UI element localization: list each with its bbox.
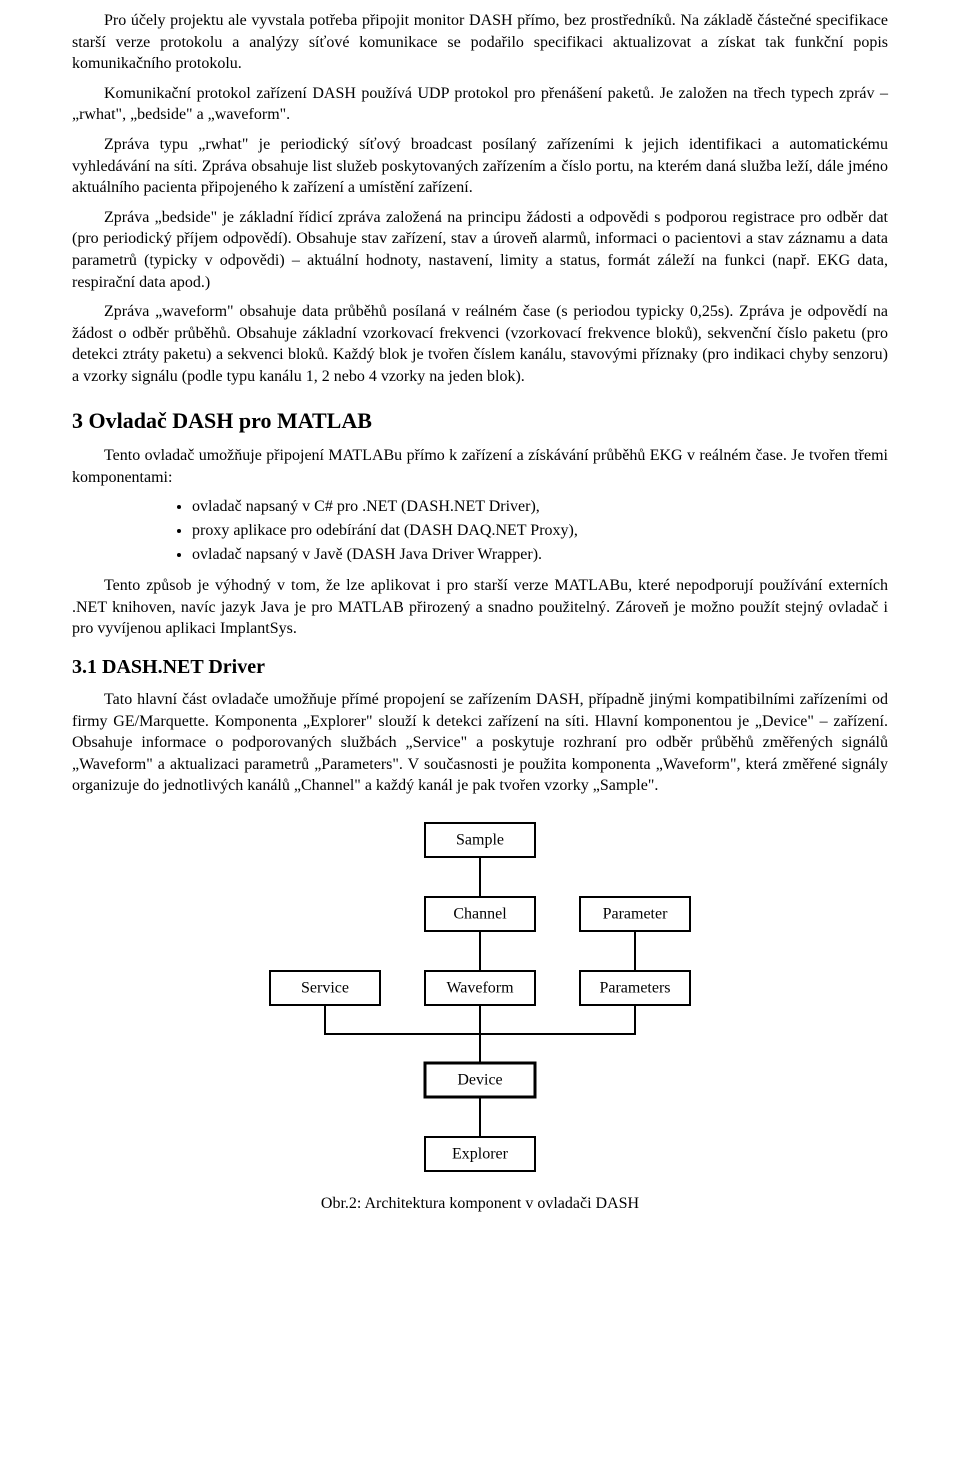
section-heading-3-1: 3.1 DASH.NET Driver	[72, 654, 888, 681]
diagram-node-parameter: Parameter	[580, 897, 690, 931]
svg-text:Explorer: Explorer	[452, 1146, 509, 1163]
diagram-edge	[480, 1005, 635, 1063]
svg-text:Parameters: Parameters	[599, 980, 670, 997]
paragraph: Tento způsob je výhodný v tom, že lze ap…	[72, 575, 888, 640]
paragraph: Komunikační protokol zařízení DASH použí…	[72, 83, 888, 126]
diagram-node-sample: Sample	[425, 823, 535, 857]
svg-text:Service: Service	[301, 980, 349, 997]
paragraph: Zpráva „bedside" je základní řídicí zprá…	[72, 207, 888, 293]
diagram-node-device: Device	[425, 1063, 535, 1097]
document-page: Pro účely projektu ale vyvstala potřeba …	[0, 0, 960, 1476]
diagram-node-channel: Channel	[425, 897, 535, 931]
architecture-diagram: Sample Channel Parameter Service Waveform Par…	[72, 813, 888, 1183]
paragraph: Tato hlavní část ovladače umožňuje přímé…	[72, 689, 888, 797]
list-item: proxy aplikace pro odebírání dat (DASH D…	[192, 520, 888, 542]
svg-text:Parameter: Parameter	[603, 906, 669, 923]
figure-caption: Obr.2: Architektura komponent v ovladači…	[72, 1193, 888, 1215]
diagram-node-explorer: Explorer	[425, 1137, 535, 1171]
paragraph: Zpráva „waveform" obsahuje data průběhů …	[72, 301, 888, 387]
svg-text:Device: Device	[457, 1072, 502, 1089]
diagram-node-service: Service	[270, 971, 380, 1005]
svg-text:Waveform: Waveform	[446, 980, 514, 997]
paragraph: Tento ovladač umožňuje připojení MATLABu…	[72, 445, 888, 488]
component-list: ovladač napsaný v C# pro .NET (DASH.NET …	[72, 496, 888, 565]
paragraph: Zpráva typu „rwhat" je periodický síťový…	[72, 134, 888, 199]
list-item: ovladač napsaný v Javě (DASH Java Driver…	[192, 544, 888, 566]
diagram-node-waveform: Waveform	[425, 971, 535, 1005]
diagram-node-parameters: Parameters	[580, 971, 690, 1005]
diagram-svg: Sample Channel Parameter Service Waveform Par…	[230, 813, 730, 1183]
section-heading-3: 3 Ovladač DASH pro MATLAB	[72, 406, 888, 436]
diagram-edge	[325, 1005, 480, 1063]
list-item: ovladač napsaný v C# pro .NET (DASH.NET …	[192, 496, 888, 518]
paragraph: Pro účely projektu ale vyvstala potřeba …	[72, 10, 888, 75]
svg-text:Sample: Sample	[456, 832, 504, 849]
svg-text:Channel: Channel	[453, 906, 507, 923]
